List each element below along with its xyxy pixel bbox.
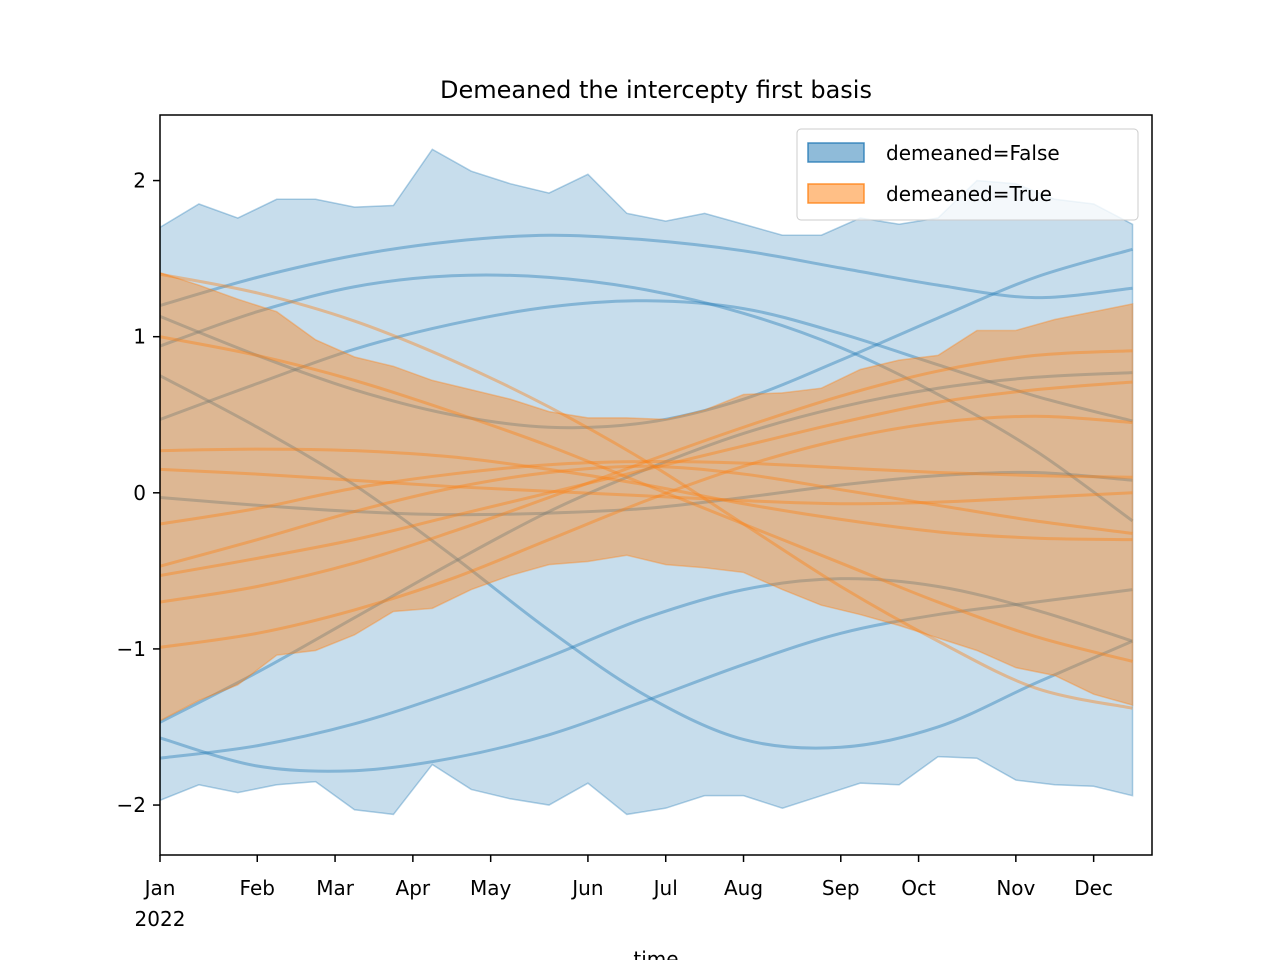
series-line: [160, 272, 1133, 710]
y-tick-label: −2: [117, 793, 146, 817]
series-line: [160, 349, 1133, 604]
series-line: [160, 380, 1133, 578]
series-line: [160, 335, 1133, 663]
series-line: [160, 588, 1133, 773]
y-tick-label: 2: [133, 169, 146, 193]
legend-label: demeaned=True: [886, 182, 1052, 206]
series-line: [160, 273, 1134, 523]
series-line: [160, 464, 1133, 568]
legend-swatch: [807, 183, 865, 204]
series-line: [160, 299, 1133, 423]
x-tick-label: Jan: [143, 876, 176, 900]
band: [160, 148, 1134, 816]
series-line: [160, 374, 1134, 750]
x-tick-label: Feb: [240, 876, 275, 900]
series-line: [160, 233, 1133, 307]
axes-frame: [159, 114, 1153, 856]
legend: demeaned=False demeaned=True: [796, 128, 1139, 221]
x-axis-label: time: [633, 947, 678, 960]
series-line: [160, 247, 1133, 430]
x-tick-label: Oct: [901, 876, 936, 900]
series-line: [160, 447, 1133, 542]
x-tick-label: Apr: [396, 876, 431, 900]
x-tick-label: Jun: [570, 876, 603, 900]
x-tick-label: Jul: [652, 876, 678, 900]
series-line: [160, 577, 1134, 760]
x-tick-label: Dec: [1074, 876, 1113, 900]
series-line: [160, 371, 1133, 724]
legend-box: [796, 128, 1139, 221]
x-tick-label: May: [470, 876, 512, 900]
y-tick-label: −1: [117, 637, 146, 661]
series-line: [160, 467, 1133, 506]
legend-label: demeaned=False: [886, 141, 1060, 165]
chart-title: Demeaned the intercepty first basis: [440, 76, 872, 104]
legend-swatch: [807, 142, 865, 163]
series-line: [160, 470, 1133, 517]
x-tick-label: Mar: [316, 876, 355, 900]
y-tick-label: 1: [133, 325, 146, 349]
band: [160, 271, 1134, 722]
x-tick-label: Sep: [822, 876, 860, 900]
x-tick-label: Aug: [724, 876, 763, 900]
series-line: [160, 414, 1133, 649]
x-tick-label: Nov: [996, 876, 1035, 900]
y-tick-label: 0: [133, 481, 146, 505]
x-year-label: 2022: [135, 907, 186, 931]
series-line: [160, 460, 1133, 526]
series-layer: [160, 148, 1134, 816]
